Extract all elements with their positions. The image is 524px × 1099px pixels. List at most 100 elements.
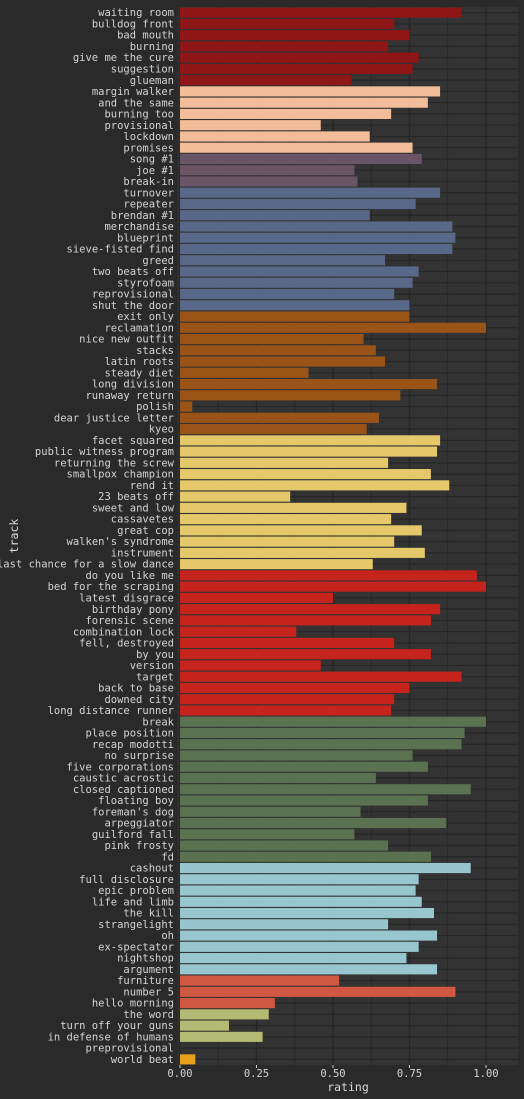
bar <box>180 694 395 705</box>
bar <box>180 964 438 975</box>
y-tick-label: latin roots <box>104 356 174 368</box>
y-tick-label: number 5 <box>123 986 174 998</box>
bar <box>180 626 297 637</box>
x-tick-label: 0.25 <box>244 1068 269 1080</box>
bar <box>180 18 395 29</box>
bar <box>180 536 395 547</box>
bar <box>180 727 465 739</box>
bar <box>180 761 428 772</box>
bar <box>180 817 447 829</box>
y-tick-label: polish <box>136 401 174 413</box>
bar <box>180 998 275 1009</box>
bar <box>180 772 376 784</box>
bar <box>180 255 386 266</box>
bar <box>180 356 386 367</box>
bar <box>180 851 431 862</box>
bar <box>180 840 389 851</box>
y-tick-label: repeater <box>123 199 174 211</box>
bar <box>180 682 410 694</box>
y-tick-label: runaway return <box>85 390 174 402</box>
y-tick-label: promises <box>123 142 174 154</box>
bar <box>180 795 428 806</box>
y-tick-label: pink frosty <box>104 840 174 852</box>
y-tick-label: cashout <box>130 863 174 875</box>
y-tick-label: long division <box>92 379 174 391</box>
y-tick-label: last chance for a slow dance <box>0 559 174 571</box>
y-tick-label: kyeo <box>149 424 174 436</box>
y-tick-label: margin walker <box>92 86 174 98</box>
bar <box>180 198 416 210</box>
y-tick-label: world beat <box>111 1054 174 1066</box>
y-tick-label: steady diet <box>104 367 174 379</box>
y-tick-label: suggestion <box>111 64 174 76</box>
bar <box>180 1009 269 1020</box>
y-tick-label: floating boy <box>98 795 174 807</box>
bar <box>180 862 471 874</box>
bar <box>180 52 419 63</box>
x-tick-label: 0.50 <box>320 1068 345 1080</box>
y-tick-label: the kill <box>123 908 174 920</box>
y-tick-label: place position <box>85 728 174 740</box>
bar <box>180 806 361 817</box>
bar <box>180 491 291 502</box>
bar <box>180 525 422 536</box>
y-tick-label: rend it <box>130 480 174 492</box>
bar <box>180 1020 229 1031</box>
bar <box>180 401 193 412</box>
y-tick-label: stacks <box>136 345 174 357</box>
bar <box>180 986 456 997</box>
y-tick-label: oh <box>161 930 174 942</box>
bar <box>180 739 462 750</box>
bar <box>180 63 413 74</box>
y-tick-label: sieve-fisted find <box>67 244 174 256</box>
y-tick-label: 23 beats off <box>98 491 174 503</box>
bar <box>180 604 441 615</box>
bar <box>180 266 419 277</box>
y-tick-label: merchandise <box>104 221 174 233</box>
bar <box>180 907 434 919</box>
y-tick-label: instrument <box>111 547 174 559</box>
bar <box>180 784 471 795</box>
y-tick-label: joe #1 <box>136 165 174 177</box>
bar <box>180 570 477 581</box>
bar <box>180 581 486 592</box>
x-axis-title: rating <box>327 1080 369 1094</box>
bar <box>180 435 441 446</box>
bar <box>180 705 392 716</box>
bar <box>180 30 410 41</box>
bars <box>180 7 486 1065</box>
y-tick-label: glueman <box>130 75 174 87</box>
bar <box>180 243 453 255</box>
y-tick-label: target <box>136 671 174 683</box>
bar <box>180 142 413 153</box>
y-tick-label: long distance runner <box>48 705 174 717</box>
y-tick-label: turnover <box>123 187 174 199</box>
y-tick-label: waiting room <box>98 7 174 19</box>
bar <box>180 953 407 964</box>
bar <box>180 502 407 513</box>
y-tick-label: hello morning <box>92 998 174 1010</box>
y-axis-title: track <box>7 519 21 554</box>
bar <box>180 221 453 232</box>
y-tick-label: back to base <box>98 683 174 695</box>
y-tick-label: burning <box>130 41 174 53</box>
bar <box>180 187 441 198</box>
y-tick-label: forensic scene <box>85 615 174 627</box>
y-tick-label: reclamation <box>104 322 174 334</box>
y-tick-label: burning too <box>104 109 174 121</box>
y-tick-label: reprovisional <box>92 289 174 301</box>
y-tick-label: turn off your guns <box>60 1020 174 1032</box>
bar <box>180 615 431 626</box>
bar <box>180 1031 263 1042</box>
y-tick-label: facet squared <box>92 435 174 447</box>
bar <box>180 660 321 671</box>
y-tick-label: returning the screw <box>54 457 175 469</box>
bar <box>180 232 456 243</box>
y-tick-label: full disclosure <box>79 874 174 886</box>
bar <box>180 480 450 491</box>
y-tick-label: recap modotti <box>92 739 174 751</box>
y-tick-label: break-in <box>123 176 174 188</box>
x-tick-label: 1.00 <box>473 1068 498 1080</box>
